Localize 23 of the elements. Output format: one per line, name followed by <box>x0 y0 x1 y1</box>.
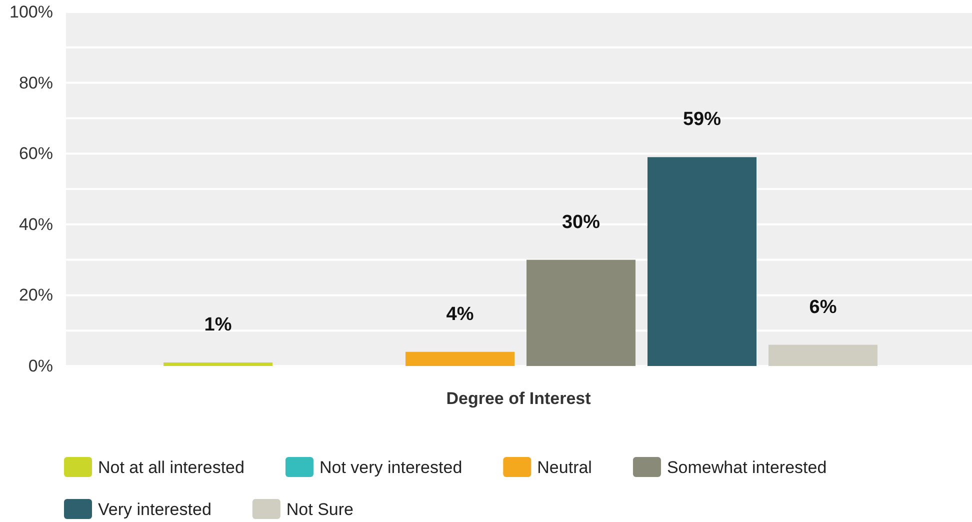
bar <box>648 157 756 366</box>
y-tick-label: 20% <box>18 286 53 305</box>
bar <box>164 362 272 366</box>
legend-label: Not at all interested <box>98 458 244 477</box>
y-tick-label: 100% <box>10 2 53 22</box>
legend-label: Very interested <box>98 500 212 519</box>
y-tick-label: 80% <box>18 73 53 92</box>
legend-label: Not Sure <box>286 500 354 519</box>
data-label: 30% <box>562 212 600 233</box>
bar <box>768 344 878 366</box>
legend-label: Neutral <box>537 458 592 477</box>
bar <box>406 352 514 366</box>
data-label: 59% <box>682 109 722 130</box>
legend-label: Somewhat interested <box>666 458 827 477</box>
data-label: 4% <box>446 304 474 325</box>
x-tick-label: Degree of Interest <box>446 389 592 408</box>
y-tick-label: 60% <box>18 144 53 164</box>
data-label: 6% <box>809 296 837 318</box>
y-tick-label: 0% <box>28 356 53 376</box>
bar <box>526 260 636 366</box>
data-label: 1% <box>204 314 232 336</box>
y-tick-label: 40% <box>18 214 53 234</box>
legend-label: Not very interested <box>319 458 462 477</box>
